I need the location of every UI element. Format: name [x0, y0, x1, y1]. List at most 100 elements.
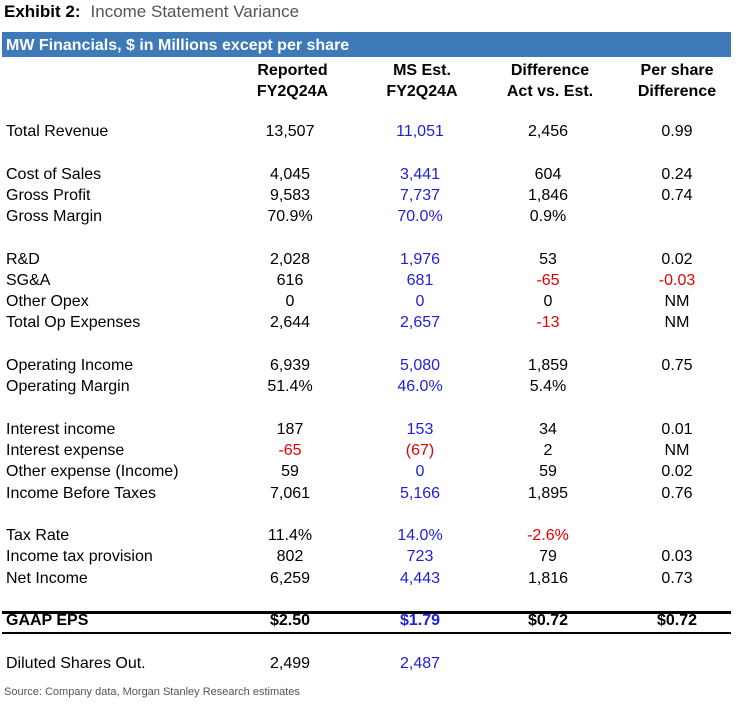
exhibit-title-text: Income Statement Variance: [90, 2, 300, 21]
cell-diff: 0.9%: [529, 208, 567, 225]
cell-diff: -13: [536, 314, 560, 331]
row-label: Gross Margin: [6, 208, 103, 225]
row-label: Interest expense: [6, 442, 125, 459]
row-label: Interest income: [6, 421, 116, 438]
cell-est: 153: [406, 421, 434, 438]
cell-per-share: NM: [664, 314, 690, 331]
cell-reported: 6,259: [269, 570, 311, 587]
cell-per-share: -0.03: [658, 272, 696, 289]
cell-diff: 1,846: [527, 187, 569, 204]
cell-diff: 2: [543, 442, 553, 459]
eps-diff: $0.72: [527, 612, 569, 629]
cell-per-share: 0.02: [661, 463, 693, 480]
cell-per-share: 0.99: [661, 123, 693, 140]
cell-est: 5,080: [399, 357, 441, 374]
eps-per-share: $0.72: [656, 612, 698, 629]
cell-reported: 616: [276, 272, 304, 289]
cell-diff: 1,816: [527, 570, 569, 587]
col-header-line1: Per share: [640, 62, 714, 79]
cell-est: 7,737: [399, 187, 441, 204]
row-label: Gross Profit: [6, 187, 91, 204]
cell-reported: 51.4%: [267, 378, 313, 395]
cell-per-share: 0.73: [661, 570, 693, 587]
row-label: Operating Income: [6, 357, 134, 374]
cell-est: 2,657: [399, 314, 441, 331]
cell-diff: -2.6%: [527, 527, 569, 544]
cell-est: (67): [405, 442, 435, 459]
cell-reported: 6,939: [269, 357, 311, 374]
cell-per-share: 0.74: [661, 187, 693, 204]
col-header-per-share: Per share Difference: [625, 60, 729, 102]
cell-reported: 2,028: [269, 251, 311, 268]
col-header-line2: Act vs. Est.: [506, 83, 594, 100]
cell-est: 681: [406, 272, 434, 289]
table-banner: MW Financials, $ in Millions except per …: [2, 32, 731, 57]
cell-est: 46.0%: [397, 378, 443, 395]
cell-reported: 802: [276, 548, 304, 565]
cell-est: 1,976: [399, 251, 441, 268]
cell-est: 3,441: [399, 166, 441, 183]
col-header-line1: Reported: [257, 62, 328, 79]
cell-est: 4,443: [399, 570, 441, 587]
eps-top-rule: [2, 611, 731, 614]
cell-reported: 7,061: [269, 485, 311, 502]
source-note: Source: Company data, Morgan Stanley Res…: [4, 686, 300, 698]
cell-per-share: 0.75: [661, 357, 693, 374]
cell-per-share: 0.01: [661, 421, 693, 438]
cell-diff: 1,895: [527, 485, 569, 502]
exhibit-title: Exhibit 2: Income Statement Variance: [4, 2, 299, 22]
eps-bottom-rule: [2, 632, 731, 634]
col-header-est: MS Est. FY2Q24A: [372, 60, 472, 102]
cell-diff: 604: [534, 166, 562, 183]
cell-est: 70.0%: [397, 208, 443, 225]
row-label: Other expense (Income): [6, 463, 179, 480]
cell-reported: 4,045: [269, 166, 311, 183]
shares-label: Diluted Shares Out.: [6, 655, 146, 672]
cell-est: 14.0%: [397, 527, 443, 544]
eps-reported: $2.50: [269, 612, 311, 629]
row-label: R&D: [6, 251, 40, 268]
cell-per-share: NM: [664, 293, 690, 310]
cell-diff: 34: [539, 421, 557, 438]
cell-diff: 0: [543, 293, 553, 310]
cell-diff: 53: [539, 251, 557, 268]
cell-per-share: 0.24: [661, 166, 693, 183]
cell-reported: 9,583: [269, 187, 311, 204]
cell-est: 11,051: [396, 123, 444, 140]
col-header-line2: Difference: [637, 83, 717, 100]
cell-est: 5,166: [399, 485, 441, 502]
cell-diff: -65: [536, 272, 560, 289]
shares-est: 2,487: [399, 655, 441, 672]
cell-per-share: 0.76: [661, 485, 693, 502]
cell-est: 0: [415, 293, 425, 310]
col-header-line1: MS Est.: [393, 62, 451, 79]
cell-reported: 11.4%: [267, 527, 313, 544]
row-label: Income Before Taxes: [6, 485, 157, 502]
cell-diff: 1,859: [527, 357, 569, 374]
cell-diff: 2,456: [527, 123, 569, 140]
cell-reported: 13,507: [265, 123, 315, 140]
cell-reported: 2,644: [269, 314, 311, 331]
row-label: Tax Rate: [6, 527, 70, 544]
row-label: Net Income: [6, 570, 88, 587]
cell-per-share: 0.03: [661, 548, 693, 565]
cell-per-share: NM: [664, 442, 690, 459]
shares-reported: 2,499: [269, 655, 311, 672]
col-header-line2: FY2Q24A: [256, 83, 329, 100]
row-label: Income tax provision: [6, 548, 153, 565]
col-header-line2: FY2Q24A: [386, 83, 458, 100]
cell-diff: 59: [539, 463, 557, 480]
cell-reported: 0: [285, 293, 295, 310]
col-header-diff: Difference Act vs. Est.: [495, 60, 605, 102]
eps-label: GAAP EPS: [6, 612, 89, 629]
row-label: Total Revenue: [6, 123, 109, 140]
cell-diff: 79: [539, 548, 557, 565]
row-label: Cost of Sales: [6, 166, 102, 183]
cell-reported: 187: [276, 421, 304, 438]
cell-diff: 5.4%: [529, 378, 567, 395]
cell-per-share: 0.02: [661, 251, 693, 268]
cell-reported: 70.9%: [267, 208, 313, 225]
eps-est: $1.79: [399, 612, 441, 629]
cell-reported: 59: [281, 463, 299, 480]
row-label: Total Op Expenses: [6, 314, 141, 331]
